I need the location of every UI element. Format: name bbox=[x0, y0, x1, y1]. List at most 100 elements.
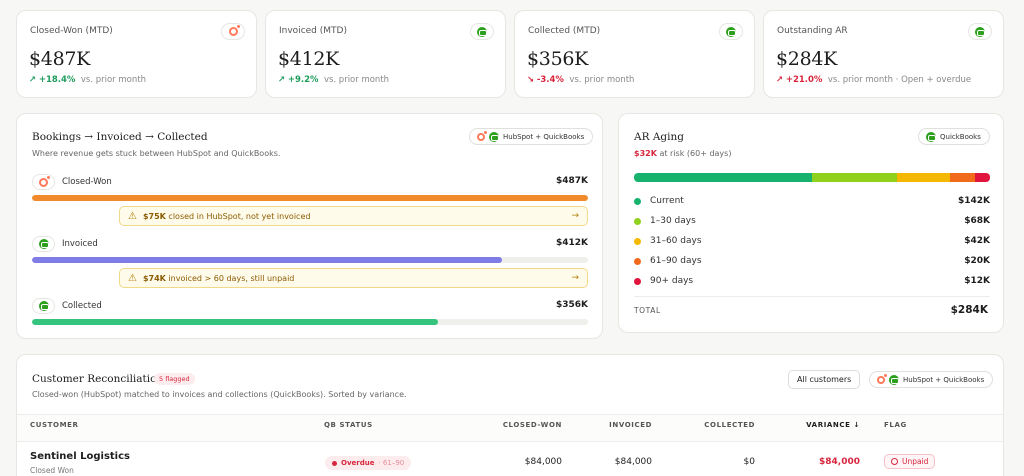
stage-value: $412K bbox=[555, 238, 588, 248]
stage-bar-track bbox=[32, 195, 588, 201]
aging-value: $142K bbox=[957, 196, 990, 206]
hubspot-icon bbox=[228, 25, 240, 36]
aging-label: 90+ days bbox=[650, 276, 694, 286]
kpi-delta: ↘ -3.4% vs. prior month bbox=[527, 75, 634, 85]
kpi-label: Invoiced (MTD) bbox=[279, 26, 347, 36]
column-header-closed-won[interactable]: CLOSED-WON bbox=[502, 421, 562, 429]
quickbooks-source-badge bbox=[470, 23, 494, 40]
stage-bar-track bbox=[32, 319, 588, 325]
kpi-delta-note: vs. prior month bbox=[323, 75, 390, 85]
stage-bar-fill bbox=[32, 195, 588, 201]
column-header-qb-status[interactable]: QB STATUS bbox=[324, 421, 373, 429]
kpi-card-closed-won: Closed-Won (MTD) $487K ↗ +18.4% vs. prio… bbox=[16, 10, 257, 98]
quickbooks-icon bbox=[38, 239, 49, 249]
aging-risk: $32K at risk (60+ days) bbox=[634, 149, 731, 158]
trend-up-icon: ↗ bbox=[278, 75, 286, 85]
funnel-title: Bookings → Invoiced → Collected bbox=[32, 131, 208, 143]
variance-value: $84,000 bbox=[819, 457, 860, 467]
kpi-delta-note: vs. prior month bbox=[80, 75, 146, 85]
kpi-label: Outstanding AR bbox=[777, 26, 848, 36]
customer-stage: Closed Won bbox=[30, 466, 74, 475]
aging-bar-segment bbox=[949, 173, 975, 182]
stage-bar-track bbox=[32, 257, 588, 263]
recon-subtitle: Closed-won (HubSpot) matched to invoices… bbox=[32, 390, 407, 399]
customer-name: Sentinel Logistics bbox=[30, 451, 130, 462]
status-dot bbox=[634, 278, 641, 285]
alert-circle-icon bbox=[891, 458, 898, 465]
aging-value: $68K bbox=[964, 216, 990, 226]
table-row[interactable]: Sentinel Logistics Closed Won bbox=[17, 443, 1003, 476]
warning-icon: ⚠ bbox=[128, 210, 137, 222]
kpi-delta-note: vs. prior month bbox=[569, 75, 635, 85]
closed-won-value: $84,000 bbox=[524, 457, 562, 467]
status-dot bbox=[634, 258, 641, 265]
invoiced-value: $84,000 bbox=[614, 457, 652, 467]
recon-title: Customer Reconciliation bbox=[32, 373, 164, 385]
stage-closed-won: Closed-Won $487K bbox=[32, 174, 588, 190]
kpi-card-collected: Collected (MTD) $356K ↘ -3.4% vs. prior … bbox=[514, 10, 755, 98]
source-pill: HubSpot + QuickBooks bbox=[469, 128, 594, 145]
stage-label: Invoiced bbox=[62, 239, 98, 249]
status-dot bbox=[332, 460, 337, 466]
hubspot-icon bbox=[477, 130, 487, 141]
risk-text: at risk (60+ days) bbox=[659, 149, 732, 158]
kpi-delta-value: -3.4% bbox=[536, 75, 564, 85]
funnel-alert[interactable]: ⚠ $75K closed in HubSpot, not yet invoic… bbox=[119, 206, 588, 226]
aging-bar-segment bbox=[634, 173, 812, 182]
column-header-flag[interactable]: FLAG bbox=[884, 421, 907, 429]
aging-label: Current bbox=[650, 196, 684, 206]
column-header-invoiced[interactable]: INVOICED bbox=[609, 421, 652, 429]
kpi-label: Closed-Won (MTD) bbox=[30, 26, 113, 36]
kpi-delta: ↗ +9.2% vs. prior month bbox=[278, 75, 389, 85]
collected-value: $0 bbox=[743, 457, 755, 467]
source-pill: QuickBooks bbox=[918, 128, 990, 145]
source-pill-label: HubSpot + QuickBooks bbox=[503, 132, 585, 141]
aging-value: $12K bbox=[964, 276, 990, 286]
stage-label: Collected bbox=[62, 301, 102, 311]
kpi-value: $284K bbox=[776, 48, 838, 70]
status-label: Overdue bbox=[341, 459, 375, 467]
arrow-right-icon: → bbox=[571, 273, 579, 283]
trend-up-icon: ↗ bbox=[29, 75, 37, 85]
kpi-value: $487K bbox=[29, 48, 91, 70]
stage-invoiced: Invoiced $412K bbox=[32, 236, 588, 252]
source-pill-label: QuickBooks bbox=[940, 132, 981, 141]
aging-row-90-plus: 90+ days $12K bbox=[634, 275, 990, 289]
all-customers-button[interactable]: All customers bbox=[788, 370, 861, 389]
kpi-delta-note: vs. prior month · Open + overdue bbox=[827, 75, 972, 85]
quickbooks-icon bbox=[726, 26, 736, 37]
quickbooks-icon bbox=[889, 374, 899, 385]
quickbooks-icon bbox=[975, 26, 985, 37]
aging-value: $20K bbox=[964, 256, 990, 266]
quickbooks-source-badge bbox=[968, 23, 992, 40]
quickbooks-icon bbox=[477, 26, 487, 37]
column-header-collected[interactable]: COLLECTED bbox=[704, 421, 755, 429]
flag-badge[interactable]: Unpaid bbox=[884, 454, 936, 469]
trend-up-icon: ↗ bbox=[776, 75, 784, 85]
warning-icon: ⚠ bbox=[128, 272, 137, 284]
aging-bar-segment bbox=[812, 173, 898, 182]
stage-icon bbox=[32, 298, 55, 314]
aging-bar-segment bbox=[897, 173, 950, 182]
quickbooks-icon bbox=[926, 131, 936, 142]
stage-icon bbox=[32, 174, 55, 190]
status-dot bbox=[634, 218, 641, 225]
flagged-badge: 5 flagged bbox=[154, 373, 195, 385]
column-header-variance[interactable]: VARIANCE ↓ bbox=[806, 421, 860, 429]
alert-text: closed in HubSpot, not yet invoiced bbox=[168, 211, 311, 221]
column-header-customer[interactable]: CUSTOMER bbox=[30, 421, 79, 429]
funnel-subtitle: Where revenue gets stuck between HubSpot… bbox=[32, 149, 281, 158]
ar-aging-card: AR Aging $32K at risk (60+ days) QuickBo… bbox=[618, 113, 1004, 333]
stage-icon bbox=[32, 236, 55, 252]
trend-down-icon: ↘ bbox=[527, 75, 535, 85]
aging-value: $42K bbox=[964, 236, 990, 246]
funnel-alert[interactable]: ⚠ $74K invoiced > 60 days, still unpaid … bbox=[119, 268, 588, 288]
kpi-delta-value: +21.0% bbox=[785, 75, 823, 85]
kpi-value: $412K bbox=[278, 48, 340, 70]
aging-row-1-30: 1–30 days $68K bbox=[634, 215, 990, 229]
qb-status-badge: Overdue · 61–90 bbox=[325, 456, 412, 470]
kpi-delta: ↗ +18.4% vs. prior month bbox=[29, 75, 146, 85]
quickbooks-icon bbox=[38, 301, 49, 311]
aging-total-value: $284K bbox=[950, 304, 988, 316]
kpi-delta: ↗ +21.0% vs. prior month · Open + overdu… bbox=[776, 75, 971, 85]
